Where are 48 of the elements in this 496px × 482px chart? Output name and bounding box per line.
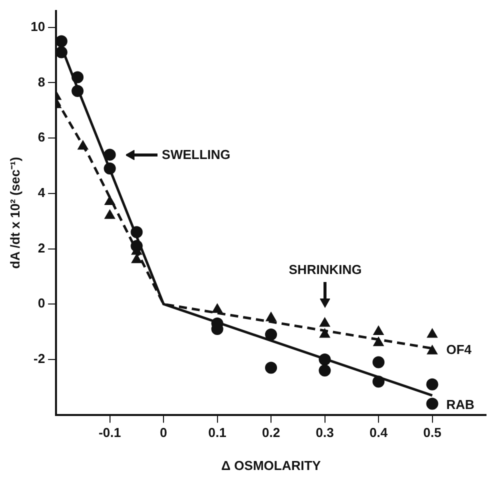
point (266, 312, 276, 322)
point (78, 140, 88, 150)
point (56, 35, 68, 48)
point (320, 317, 330, 327)
y-tick-label: 6 (38, 130, 46, 145)
point (373, 326, 384, 336)
x-tick-label: -0.1 (98, 425, 122, 440)
point (212, 304, 223, 313)
annotation: SWELLING (162, 146, 230, 162)
point (130, 226, 143, 238)
x-tick-label: 0.2 (262, 425, 280, 440)
series-label: OF4 (446, 342, 472, 357)
point (104, 148, 116, 161)
point (104, 162, 116, 175)
point (426, 345, 438, 354)
point (318, 353, 331, 366)
point (426, 378, 438, 390)
y-tick-label: 10 (30, 18, 46, 34)
x-axis-title: Δ OSMOLARITY (221, 458, 322, 473)
point (320, 328, 330, 338)
y-tick-label: 4 (38, 185, 46, 200)
point (72, 71, 84, 84)
x-tick-label: 0.1 (208, 425, 226, 440)
y-tick-label: 0 (38, 296, 46, 311)
point (426, 328, 438, 338)
point (131, 254, 142, 264)
point (372, 376, 385, 388)
x-tick-label: 0 (160, 425, 168, 440)
annotation: SHRINKING (288, 262, 362, 278)
point (104, 210, 116, 219)
point (265, 362, 278, 374)
y-tick-label: 2 (38, 240, 46, 256)
point (426, 398, 438, 410)
point (372, 356, 385, 368)
point (318, 364, 331, 377)
x-tick-label: 0.3 (316, 425, 334, 440)
point (265, 328, 278, 341)
series-label: RAB (446, 397, 474, 412)
x-tick-label: 0.4 (369, 425, 388, 440)
y-axis-title: dA /dt x 10² (sec⁻¹) (7, 156, 22, 269)
point (56, 46, 68, 58)
y-tick-label: 8 (38, 74, 46, 90)
point (130, 240, 143, 252)
point (72, 85, 84, 98)
point (373, 336, 384, 346)
point (104, 196, 116, 205)
x-tick-label: 0.5 (423, 425, 442, 440)
y-tick-label: -2 (33, 351, 46, 366)
